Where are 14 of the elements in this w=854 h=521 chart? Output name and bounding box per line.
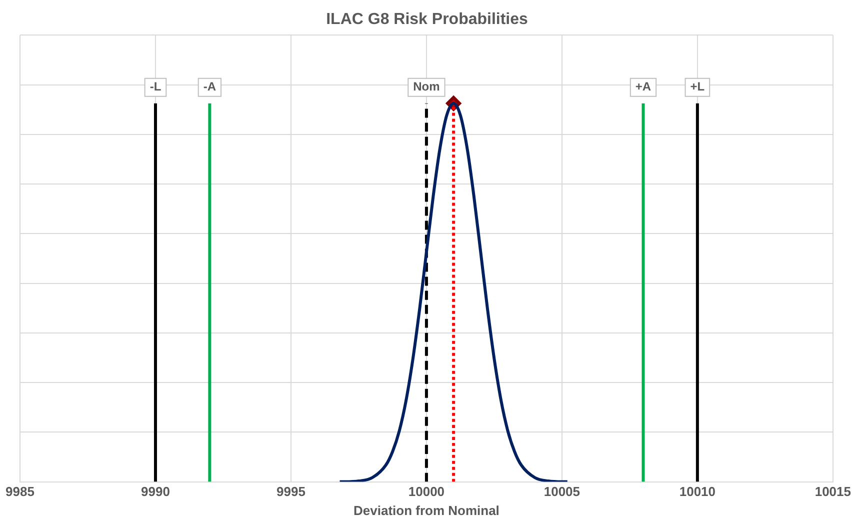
chart-title: ILAC G8 Risk Probabilities (326, 11, 528, 28)
annotation: -A (203, 80, 216, 94)
annotation: -L (150, 80, 162, 94)
x-tick-label: 9990 (141, 484, 170, 500)
x-tick-label: 10000 (408, 484, 445, 500)
annotation: Nom (413, 80, 440, 94)
annotation: +A (635, 80, 652, 94)
x-tick-label: 9985 (6, 484, 34, 500)
x-tick-label: 10015 (814, 484, 852, 500)
x-tick-label: 9995 (276, 484, 306, 500)
x-tick-label: 10010 (679, 484, 716, 500)
x-tick-label: 10005 (544, 484, 580, 500)
annotation: +L (690, 80, 705, 94)
x-axis-title: Deviation from Nominal (354, 502, 500, 518)
